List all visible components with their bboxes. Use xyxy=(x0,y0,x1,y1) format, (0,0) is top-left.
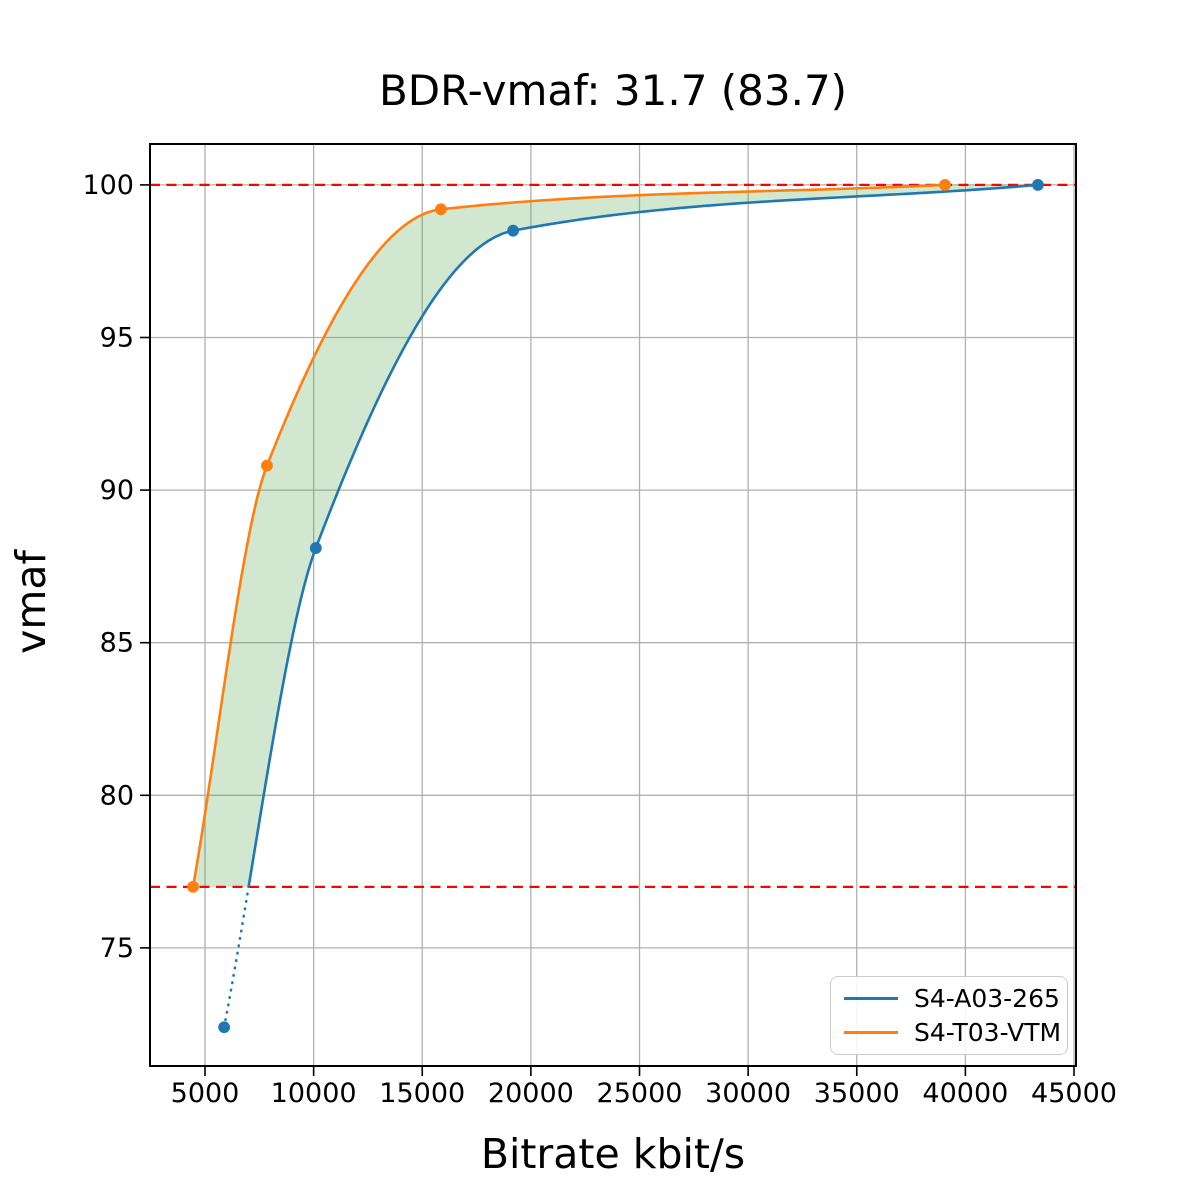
data-point xyxy=(507,224,519,237)
data-point xyxy=(435,203,447,216)
legend-label: S4-T03-VTM xyxy=(914,1018,1062,1048)
data-point xyxy=(1032,178,1044,191)
x-tick-label: 35000 xyxy=(814,1078,900,1109)
legend-item-s4-a03-265: S4-A03-265 xyxy=(831,986,1067,1011)
chart-title: BDR-vmaf: 31.7 (83.7) xyxy=(378,66,848,115)
series-line-dotted-s4-a03-265 xyxy=(222,885,250,1029)
data-point xyxy=(309,542,322,554)
y-tick-label: 80 xyxy=(100,780,134,811)
legend-item-s4-t03-vtm: S4-T03-VTM xyxy=(831,1020,1067,1045)
x-tick-label: 10000 xyxy=(271,1078,357,1109)
y-tick-label: 100 xyxy=(82,170,134,201)
y-tick-label: 95 xyxy=(100,322,134,353)
data-point xyxy=(218,1021,231,1034)
y-axis-label: vmaf xyxy=(7,550,55,654)
y-tick-label: 75 xyxy=(100,933,134,964)
legend: S4-A03-265 S4-T03-VTM xyxy=(830,976,1068,1055)
series-line-s4-t03-vtm xyxy=(191,183,946,888)
x-tick-label: 15000 xyxy=(379,1078,465,1109)
x-tick-label: 5000 xyxy=(171,1078,240,1109)
x-tick-label: 40000 xyxy=(922,1078,1008,1109)
data-point xyxy=(261,459,273,472)
x-axis-label: Bitrate kbit/s xyxy=(480,1130,746,1178)
x-tick-label: 25000 xyxy=(597,1078,683,1109)
data-point xyxy=(187,880,199,893)
x-tick-label: 45000 xyxy=(1031,1078,1117,1109)
x-tick-label: 30000 xyxy=(705,1078,791,1109)
series-line-s4-a03-265 xyxy=(247,183,1039,888)
legend-line-swatch-orange xyxy=(844,1031,898,1035)
data-point xyxy=(939,178,951,191)
y-tick-label: 90 xyxy=(100,475,134,506)
legend-label: S4-A03-265 xyxy=(914,983,1060,1013)
x-tick-label: 20000 xyxy=(488,1078,574,1109)
legend-line-swatch-blue xyxy=(844,996,898,1000)
axes-spines xyxy=(149,143,1077,1067)
y-tick-label: 85 xyxy=(100,628,134,659)
